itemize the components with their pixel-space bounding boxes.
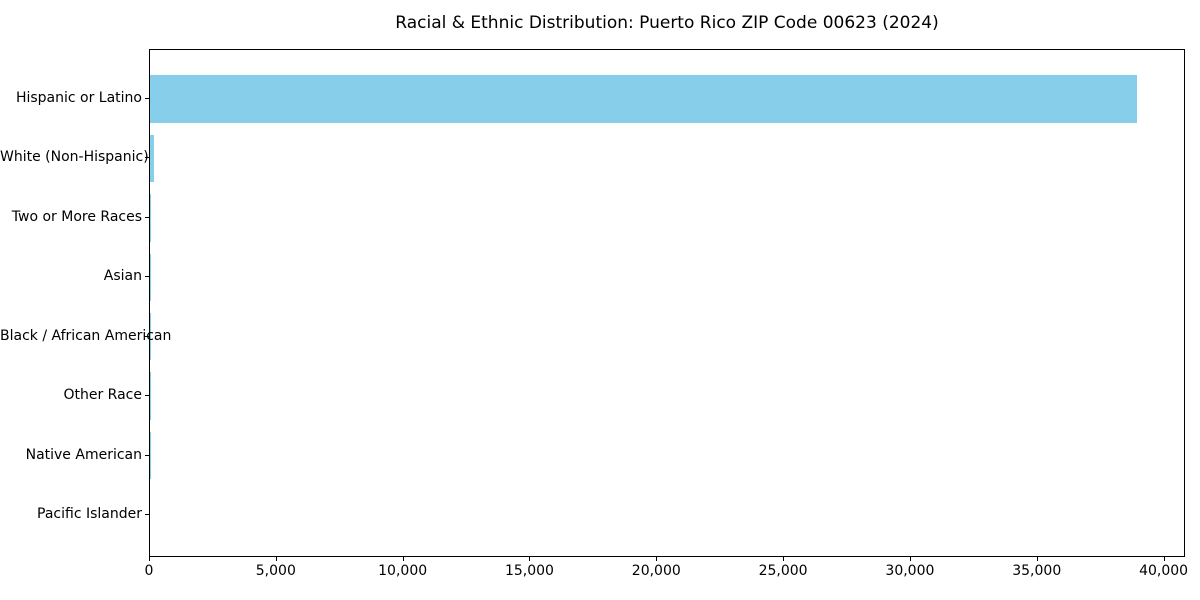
x-tick-mark	[909, 557, 911, 561]
y-tick-mark	[145, 276, 149, 278]
y-tick-mark	[145, 395, 149, 397]
y-tick-label-asian: Asian	[103, 268, 142, 285]
x-tick-label: 35,000	[1012, 563, 1062, 579]
x-tick-label: 30,000	[885, 563, 935, 579]
bar-white-non-hispanic	[150, 134, 155, 183]
x-tick-label: 25,000	[758, 563, 808, 579]
y-tick-label-other-race: Other Race	[63, 387, 142, 404]
bar-asian	[150, 253, 151, 302]
y-tick-label-native-american: Native American	[25, 446, 142, 463]
x-tick-label: 40,000	[1139, 563, 1189, 579]
y-tick-label-white-non-hispanic: White (Non-Hispanic)	[0, 149, 149, 166]
x-tick-mark	[1036, 557, 1038, 561]
x-tick-mark	[656, 557, 658, 561]
y-tick-mark	[145, 454, 149, 456]
x-tick-label: 20,000	[631, 563, 681, 579]
y-tick-mark	[145, 157, 149, 159]
chart-title: Racial & Ethnic Distribution: Puerto Ric…	[395, 13, 939, 33]
x-tick-mark	[402, 557, 404, 561]
x-tick-mark	[149, 557, 150, 561]
y-tick-label-pacific-islander: Pacific Islander	[37, 506, 142, 522]
plot-area	[149, 49, 1185, 557]
y-tick-label-black-african-american: Black / African American	[0, 327, 172, 344]
y-tick-mark	[145, 98, 149, 99]
x-tick-label: 10,000	[378, 563, 428, 579]
bar-two-or-more-races	[150, 194, 152, 242]
x-tick-mark	[275, 557, 277, 561]
bar-black-african-american	[150, 312, 151, 361]
x-tick-label: 0	[144, 563, 154, 579]
bar-hispanic-or-latino	[150, 75, 1137, 123]
y-tick-label-hispanic-or-latino: Hispanic or Latino	[15, 90, 142, 106]
y-tick-mark	[145, 514, 149, 515]
x-tick-mark	[1163, 557, 1165, 561]
y-tick-mark	[145, 216, 149, 218]
x-tick-mark	[529, 557, 531, 561]
x-tick-label: 15,000	[504, 563, 554, 579]
x-tick-label: 5,000	[255, 563, 296, 579]
x-tick-mark	[783, 557, 785, 561]
y-tick-mark	[145, 335, 149, 337]
y-tick-label-two-or-more-races: Two or More Races	[11, 208, 142, 225]
